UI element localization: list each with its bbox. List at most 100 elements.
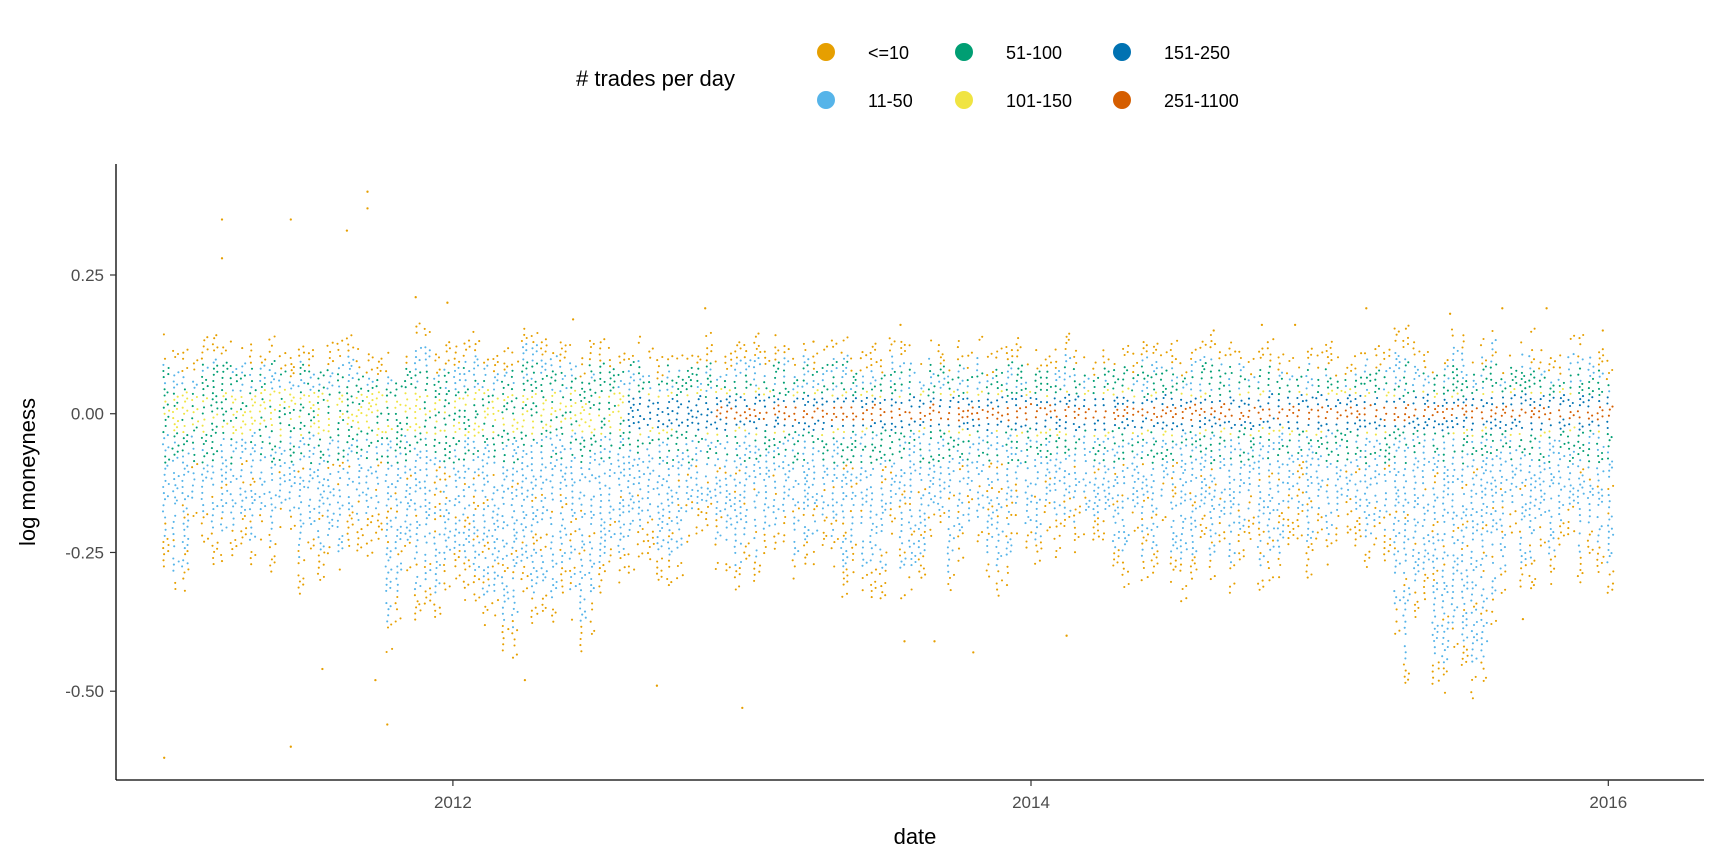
- data-point: [231, 529, 234, 532]
- data-point: [355, 488, 358, 491]
- data-point: [1612, 484, 1615, 487]
- data-point: [1280, 512, 1283, 515]
- data-point: [922, 536, 925, 540]
- data-point: [1472, 526, 1475, 529]
- data-point: [753, 488, 756, 491]
- data-point: [1026, 534, 1029, 537]
- data-point: [540, 487, 543, 490]
- data-point: [705, 511, 708, 515]
- data-point: [1030, 494, 1033, 497]
- data-point: [686, 540, 689, 543]
- data-point: [313, 520, 316, 523]
- data-point: [1446, 554, 1449, 557]
- data-point: [1414, 573, 1417, 576]
- data-point: [842, 553, 845, 556]
- data-point: [1243, 463, 1246, 466]
- data-point: [1298, 476, 1301, 479]
- data-point: [1543, 498, 1546, 501]
- data-point: [1602, 555, 1605, 558]
- data-point: [835, 476, 838, 480]
- data-point: [1297, 439, 1300, 442]
- data-point: [1436, 569, 1439, 572]
- data-point: [1403, 437, 1406, 440]
- data-point: [880, 499, 883, 502]
- data-point: [657, 493, 661, 496]
- data-point: [491, 553, 494, 556]
- data-point: [1404, 651, 1407, 654]
- data-point: [648, 350, 651, 353]
- data-point: [1403, 535, 1406, 538]
- data-point: [670, 489, 673, 492]
- data-point: [545, 478, 548, 481]
- data-point: [1471, 648, 1474, 651]
- data-point: [399, 617, 402, 620]
- data-point: [1131, 438, 1134, 441]
- data-point: [443, 582, 446, 585]
- data-point: [448, 475, 451, 478]
- data-point: [177, 475, 180, 478]
- data-point: [947, 375, 950, 378]
- data-point: [1511, 476, 1514, 479]
- data-point: [846, 574, 849, 577]
- data-point: [474, 550, 477, 553]
- data-point: [1433, 646, 1436, 649]
- data-point: [463, 342, 466, 345]
- data-point: [1465, 660, 1468, 663]
- data-point: [1151, 364, 1154, 367]
- data-point: [1540, 495, 1543, 498]
- data-point: [321, 667, 324, 671]
- data-point: [608, 468, 612, 472]
- data-point: [442, 490, 445, 493]
- data-point: [1121, 506, 1124, 509]
- data-point: [977, 503, 980, 506]
- data-point: [387, 498, 390, 501]
- data-point: [1247, 519, 1250, 522]
- data-point: [1471, 477, 1474, 480]
- data-point: [1427, 375, 1430, 378]
- data-point: [1404, 327, 1407, 330]
- data-point: [1549, 558, 1552, 561]
- data-point: [598, 585, 601, 588]
- data-point: [1402, 345, 1405, 349]
- data-point: [297, 543, 301, 546]
- data-point: [782, 442, 785, 445]
- data-point: [191, 466, 194, 469]
- data-point: [323, 478, 326, 481]
- data-point: [957, 559, 960, 562]
- data-point: [1261, 347, 1264, 350]
- data-point: [234, 538, 237, 542]
- data-point: [1180, 551, 1183, 554]
- data-point: [739, 542, 742, 545]
- data-point: [1441, 557, 1445, 560]
- data-point: [435, 560, 438, 563]
- data-point: [1407, 678, 1410, 681]
- data-point: [590, 510, 593, 513]
- data-point: [1311, 549, 1314, 552]
- data-point: [1319, 455, 1322, 458]
- data-point: [813, 520, 817, 523]
- data-point: [1063, 512, 1066, 515]
- data-point: [271, 375, 274, 378]
- data-point: [787, 464, 790, 467]
- data-point: [248, 355, 252, 358]
- data-point: [250, 489, 253, 492]
- data-point: [783, 375, 786, 378]
- data-point: [1096, 492, 1099, 495]
- data-point: [685, 479, 688, 482]
- data-point: [501, 606, 504, 609]
- data-point: [1397, 489, 1400, 492]
- data-point: [259, 379, 262, 382]
- data-point: [559, 512, 562, 515]
- data-point: [552, 352, 555, 355]
- data-point: [1452, 511, 1455, 514]
- data-point: [1054, 488, 1057, 492]
- data-point: [162, 492, 165, 495]
- data-point: [1014, 453, 1017, 456]
- data-point: [1491, 458, 1494, 461]
- data-point: [561, 445, 564, 448]
- data-point: [309, 510, 312, 513]
- data-point: [1194, 458, 1198, 461]
- data-point: [639, 524, 642, 527]
- data-point: [1191, 553, 1194, 556]
- data-point: [183, 534, 186, 537]
